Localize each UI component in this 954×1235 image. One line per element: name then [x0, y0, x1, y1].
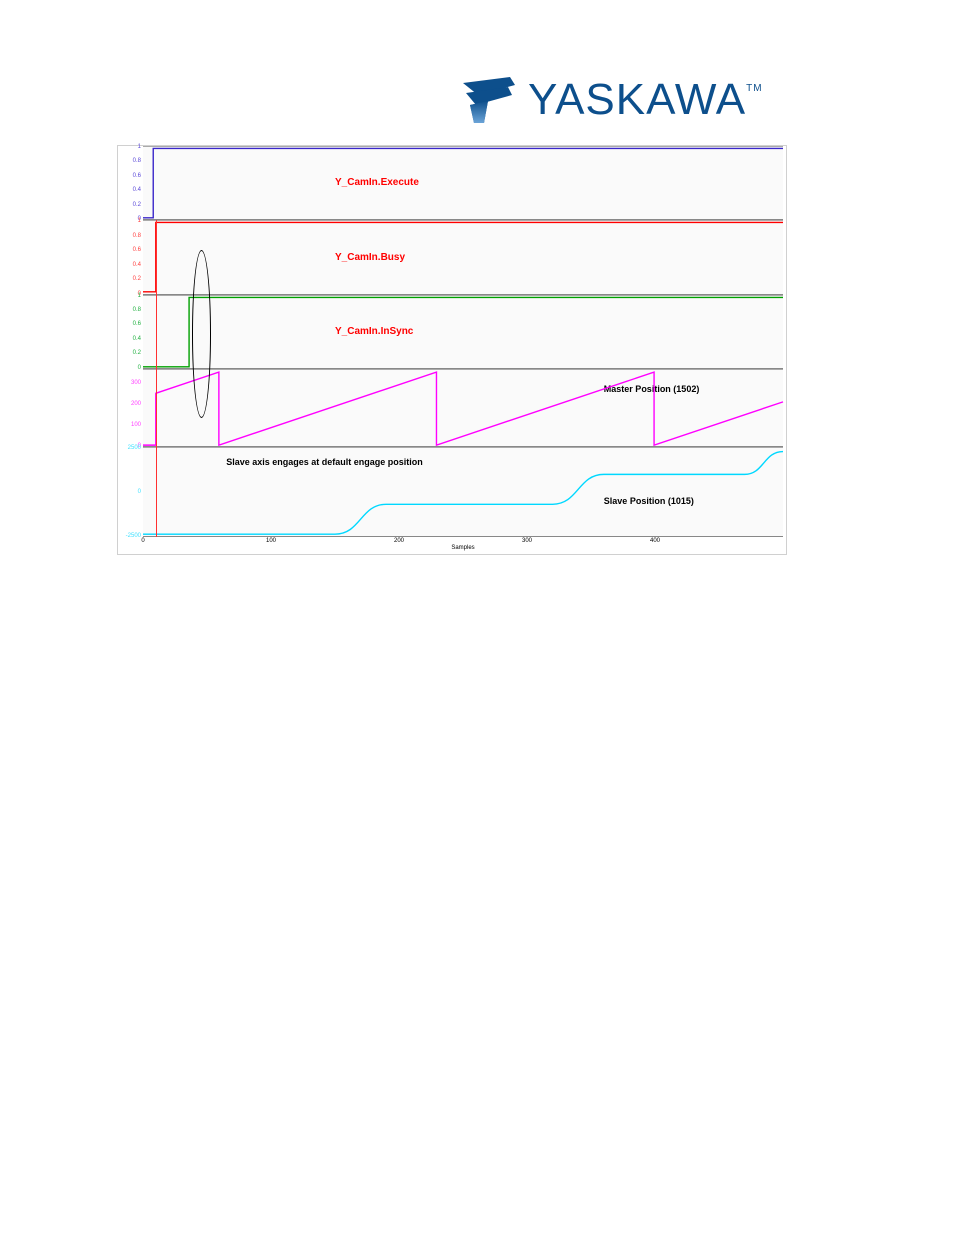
panel-slave: -250002500Slave Position (1015)Slave axi… — [143, 447, 783, 537]
signal-master — [143, 370, 783, 446]
panel-execute: 00.20.40.60.81Y_CamIn.Execute — [143, 146, 783, 220]
ytick: 0.8 — [133, 158, 141, 164]
ytick: 0 — [138, 365, 141, 371]
ytick: 0.6 — [133, 173, 141, 179]
signal-execute — [143, 147, 783, 219]
yaskawa-mark-icon — [460, 75, 520, 125]
ytick: 0.8 — [133, 307, 141, 313]
ytick: 0.8 — [133, 233, 141, 239]
ytick: 1 — [138, 293, 141, 299]
brand-name: YASKAWATM — [528, 75, 763, 125]
ytick: 100 — [131, 422, 141, 428]
ytick: 0.6 — [133, 321, 141, 327]
ytick: 0.2 — [133, 350, 141, 356]
ytick: 2500 — [128, 445, 141, 451]
signal-busy — [143, 221, 783, 293]
timing-chart: 00.20.40.60.81Y_CamIn.Execute00.20.40.60… — [117, 145, 787, 555]
xtick: 0 — [141, 538, 144, 544]
ytick: 0.4 — [133, 187, 141, 193]
xtick: 300 — [522, 538, 532, 544]
xtick: 400 — [650, 538, 660, 544]
xaxis-label: Samples — [451, 545, 474, 551]
signal-insync — [143, 296, 783, 368]
panel-busy: 00.20.40.60.81Y_CamIn.Busy — [143, 220, 783, 294]
ytick: 0.4 — [133, 262, 141, 268]
signal-slave — [143, 448, 783, 536]
plot-area: 00.20.40.60.81Y_CamIn.Execute00.20.40.60… — [143, 146, 783, 537]
panel-insync: 00.20.40.60.81Y_CamIn.InSync — [143, 295, 783, 369]
ytick: 0.6 — [133, 247, 141, 253]
ytick: -2500 — [126, 533, 141, 539]
xtick: 100 — [266, 538, 276, 544]
ytick: 1 — [138, 218, 141, 224]
ytick: 200 — [131, 401, 141, 407]
panel-master: 0100200300Master Position (1502) — [143, 369, 783, 447]
engage-marker — [156, 220, 157, 537]
brand-logo: YASKAWATM — [460, 65, 850, 135]
ytick: 0 — [138, 489, 141, 495]
ytick: 1 — [138, 144, 141, 150]
xtick: 200 — [394, 538, 404, 544]
ytick: 0.2 — [133, 202, 141, 208]
ytick: 0.4 — [133, 336, 141, 342]
ytick: 0.2 — [133, 276, 141, 282]
ytick: 300 — [131, 380, 141, 386]
